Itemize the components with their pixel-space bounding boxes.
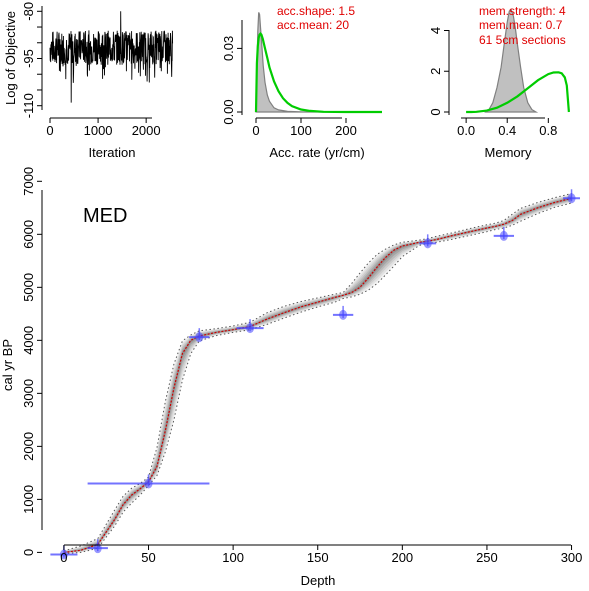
y-axis-title: Log of Objective	[3, 11, 18, 105]
prior-curve	[466, 71, 570, 114]
y-axis-title: cal yr BP	[0, 339, 15, 391]
acc-mean-annotation: acc.mean: 20	[277, 18, 349, 32]
dated-sample	[87, 474, 210, 489]
x-axis-ticks: 0.0 0.4 0.8	[457, 118, 557, 138]
uncertainty-band	[63, 195, 572, 553]
age-depth-panel: 0 50 100 150 200 250 300 0 1000 2000 3000 4000 5000…	[0, 167, 582, 588]
model-label: MED	[83, 205, 127, 227]
x-axis-ticks: 0 50 100 150 200 250 300	[60, 545, 582, 565]
uncertainty-band	[63, 197, 572, 553]
y-tick-label: 0.03	[221, 36, 236, 61]
uncertainty-band	[63, 193, 572, 554]
mem-strength-annotation: mem.strength: 4	[479, 4, 566, 18]
x-axis-title: Acc. rate (yr/cm)	[269, 145, 364, 160]
x-tick-label: 100	[290, 123, 312, 138]
y-tick-label: 2	[428, 68, 443, 75]
y-axis-ticks: -110 -95 -80	[21, 2, 42, 118]
uncertainty-band	[63, 195, 572, 554]
y-tick-label: -80	[21, 2, 36, 21]
y-tick-label: 1000	[21, 485, 36, 514]
uncertainty-band	[63, 196, 572, 553]
y-tick-label: 4000	[21, 326, 36, 355]
mem-mean-annotation: mem.mean: 0.7	[479, 18, 563, 32]
x-tick-label: 0.8	[539, 123, 557, 138]
dated-sample	[493, 226, 515, 241]
posterior-density	[484, 9, 539, 113]
x-axis-title: Iteration	[89, 145, 136, 160]
x-tick-label: 200	[335, 123, 357, 138]
dated-sample	[189, 328, 210, 343]
median-line	[63, 197, 572, 553]
upper-bound-line	[63, 193, 572, 552]
x-tick-label: 2000	[132, 123, 161, 138]
x-tick-label: 0	[60, 550, 67, 565]
x-tick-label: 150	[307, 550, 329, 565]
prior-curve	[254, 31, 382, 114]
iteration-trace-line	[49, 11, 174, 103]
lower-bound-line	[63, 202, 572, 554]
x-tick-label: 1000	[84, 123, 113, 138]
dated-sample	[563, 189, 580, 204]
age-model-lines	[63, 193, 572, 554]
trace-series	[49, 11, 174, 103]
acc-shape-annotation: acc.shape: 1.5	[277, 4, 355, 18]
y-axis-ticks: 0.00 0.03	[221, 36, 242, 125]
x-tick-label: 0.4	[498, 123, 516, 138]
y-tick-label: 7000	[21, 167, 36, 196]
x-tick-label: 0	[252, 123, 259, 138]
x-tick-label: 200	[391, 550, 413, 565]
y-tick-label: 0	[428, 108, 443, 115]
dated-sample	[50, 545, 78, 560]
y-tick-label: 3000	[21, 379, 36, 408]
x-tick-label: 0.0	[457, 123, 475, 138]
x-axis-ticks: 0 100 200	[252, 118, 357, 138]
calibrated-dates	[50, 189, 580, 560]
x-axis-title: Depth	[301, 573, 336, 588]
y-tick-label: 2000	[21, 432, 36, 461]
y-axis-ticks: 0 2 4	[428, 27, 449, 116]
y-tick-label: 6000	[21, 220, 36, 249]
x-tick-label: 50	[141, 550, 155, 565]
x-tick-label: 250	[476, 550, 498, 565]
acc-rate-densities	[254, 12, 382, 114]
y-tick-label: 0	[21, 549, 36, 556]
dated-sample	[419, 234, 437, 249]
age-model-greyscale	[63, 193, 572, 554]
memory-densities	[466, 9, 570, 114]
memory-panel: 0.0 0.4 0.8 0 2 4 mem.strength: 4 mem.mean: …	[428, 4, 570, 160]
x-axis-title: Memory	[485, 145, 532, 160]
x-axis-ticks: 0 1000 2000	[46, 118, 161, 138]
dated-sample	[332, 305, 354, 320]
uncertainty-band	[63, 194, 572, 554]
x-tick-label: 100	[222, 550, 244, 565]
y-tick-label: 4	[428, 27, 443, 34]
dated-sample	[236, 319, 264, 334]
iteration-trace-panel: 0 1000 2000 -110 -95 -80 Iteration Log of Ob…	[3, 2, 174, 160]
y-tick-label: 0.00	[221, 99, 236, 124]
y-axis-ticks: 0 1000 2000 3000 4000 5000 6000 7000	[21, 167, 42, 556]
x-tick-label: 300	[561, 550, 583, 565]
sections-annotation: 61 5cm sections	[479, 33, 566, 47]
y-tick-label: 5000	[21, 273, 36, 302]
x-tick-label: 0	[46, 123, 53, 138]
y-tick-label: -95	[21, 49, 36, 68]
accumulation-rate-panel: 0 100 200 0.00 0.03 acc.shape: 1.5 acc.mean…	[221, 4, 382, 160]
y-tick-label: -110	[21, 93, 36, 118]
